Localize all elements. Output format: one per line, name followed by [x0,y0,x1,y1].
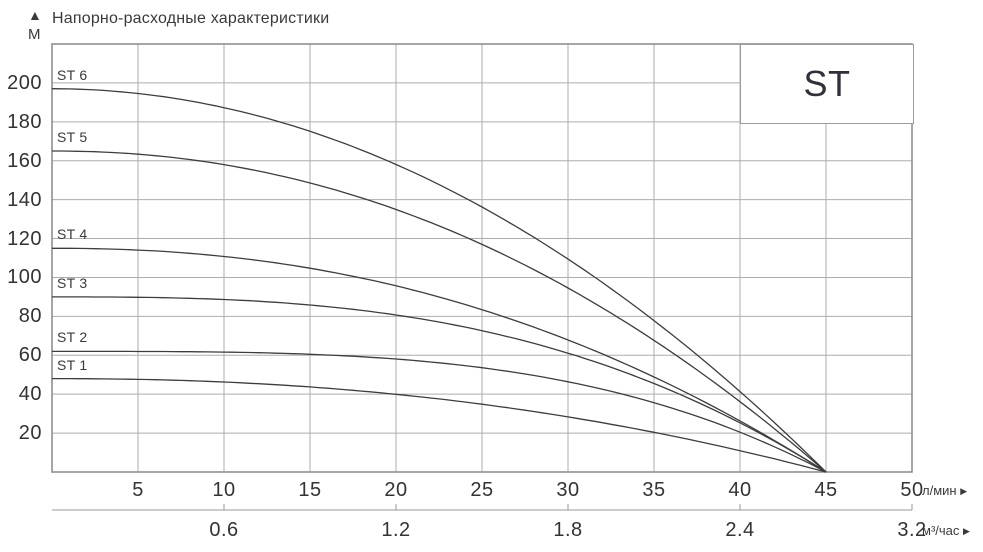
x-axis-tick-label: 25 [470,479,494,501]
x-axis-secondary-unit: м³/час ▶ [922,524,970,538]
curve-label-ST2: ST 2 [57,329,88,346]
curve-ST6 [51,88,827,473]
x-axis-tick-label: 30 [556,479,580,501]
y-axis-tick-label: 140 [7,188,42,211]
y-axis-tick-label: 120 [7,227,42,250]
curve-ST5 [52,150,827,473]
x-axis-tick-label: 35 [642,479,666,501]
curve-label-ST1: ST 1 [57,356,88,373]
curve-ST1 [52,377,827,473]
y-axis-tick-label: 200 [7,71,42,94]
x-axis-secondary-tick-label: 1.2 [381,519,411,541]
x-axis-primary-unit: л/мин ▶ [922,484,967,498]
x-axis-tick-label: 20 [384,479,408,501]
x-axis-tick-label: 5 [132,479,144,501]
y-axis-tick-label: 160 [7,149,42,172]
y-axis-tick-label: 180 [7,110,42,133]
curve-ST3 [52,296,827,473]
curve-label-ST5: ST 5 [57,129,88,145]
x-axis-secondary-unit-text: м³/час [922,523,960,538]
curve-label-ST6: ST 6 [57,66,88,83]
y-axis-tick-label: 40 [18,383,42,406]
curve-label-ST3: ST 3 [57,274,88,291]
x-axis-tick-label: 15 [298,479,322,501]
curve-ST2 [52,350,827,473]
y-axis-tick-label: 100 [7,266,42,289]
x-axis-tick-label: 50 [900,479,924,501]
x-axis-secondary-tick-label: 1.8 [553,519,583,541]
x-axis-arrow-icon: ▶ [960,486,968,496]
x-axis-secondary-tick-label: 3.2 [897,519,927,541]
y-axis-tick-label: 20 [18,422,42,445]
chart-title: Напорно-расходные характеристики [52,10,330,27]
x-axis-arrow-icon: ▶ [963,526,970,536]
series-family-label: ST [803,62,851,104]
series-family-badge: ST [740,44,914,124]
y-axis-arrow-icon: ▲ [28,7,42,23]
y-axis-tick-label: 80 [18,305,42,328]
x-axis-tick-label: 10 [212,479,236,501]
x-axis-secondary-tick-label: 2.4 [725,519,755,541]
curve-label-ST4: ST 4 [57,226,88,243]
x-axis-secondary-tick-label: 0.6 [209,519,239,541]
y-axis-unit-label: М [28,26,41,43]
x-axis-tick-label: 45 [814,479,838,501]
x-axis-tick-label: 40 [728,479,752,501]
curve-ST4 [52,247,827,473]
y-axis-tick-label: 60 [18,344,42,367]
x-axis-primary-unit-text: л/мин [922,483,957,498]
